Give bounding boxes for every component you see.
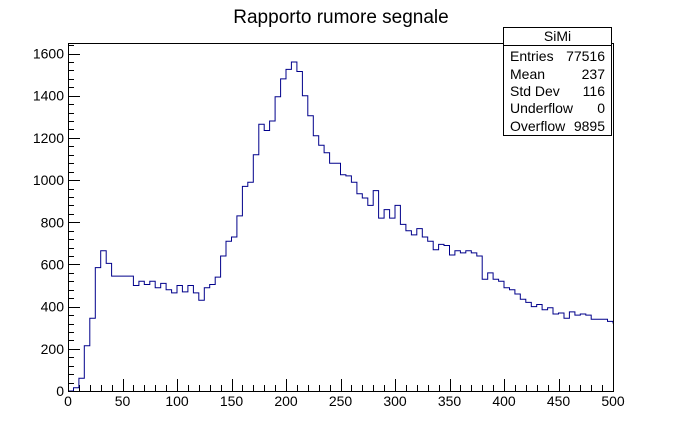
stats-label-underflow: Underflow [510, 100, 574, 116]
stats-label-mean: Mean [510, 66, 545, 82]
y-tick-label: 1200 [33, 130, 64, 146]
x-tick-label: 500 [601, 393, 625, 409]
x-tick-label: 150 [220, 393, 244, 409]
stats-value-entries: 77516 [566, 48, 605, 64]
x-tick-label: 100 [165, 393, 189, 409]
y-tick-label: 0 [56, 383, 64, 399]
y-tick-label: 1000 [33, 172, 64, 188]
chart-title: Rapporto rumore segnale [233, 7, 448, 28]
x-tick-label: 200 [274, 393, 298, 409]
stats-value-overflow: 9895 [574, 118, 605, 134]
x-tick-label: 450 [547, 393, 571, 409]
stats-label-overflow: Overflow [510, 118, 566, 134]
histogram-series-line [68, 61, 614, 392]
y-tick-label: 600 [41, 256, 65, 272]
stats-value-underflow: 0 [597, 100, 605, 116]
stats-box-title: SiMi [544, 28, 571, 44]
y-tick-label: 800 [41, 214, 65, 230]
y-tick-label: 1400 [33, 88, 64, 104]
x-tick-label: 300 [383, 393, 407, 409]
stats-label-entries: Entries [510, 48, 554, 64]
stats-label-stddev: Std Dev [510, 83, 560, 99]
y-tick-label: 1600 [33, 46, 64, 62]
y-tick-label: 200 [41, 341, 65, 357]
x-tick-label: 350 [438, 393, 462, 409]
y-tick-label: 400 [41, 299, 65, 315]
x-axis: 0 50 100 150 200 250 300 350 400 450 500 [64, 379, 625, 409]
x-tick-label: 0 [64, 393, 72, 409]
stats-box: SiMi Entries 77516 Mean 237 Std Dev 116 … [503, 27, 612, 136]
stats-value-mean: 237 [582, 66, 606, 82]
y-axis: 0 200 400 600 800 1000 1200 1400 1600 [33, 45, 80, 399]
x-tick-label: 250 [329, 393, 353, 409]
stats-value-stddev: 116 [583, 83, 606, 99]
x-tick-label: 400 [492, 393, 516, 409]
x-tick-label: 50 [115, 393, 131, 409]
plot-frame [68, 43, 614, 392]
